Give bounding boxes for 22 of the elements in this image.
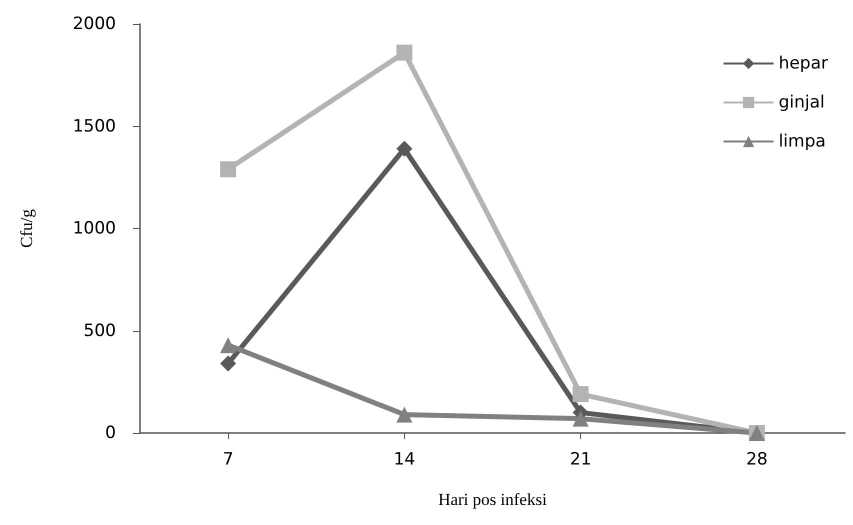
point (396, 140, 412, 157)
y-tick-label: 1000 (72, 218, 116, 238)
legend-label: ginjal (778, 92, 825, 112)
x-tick-label: 21 (570, 450, 592, 470)
y-tick-label: 500 (84, 320, 116, 341)
point (572, 410, 589, 427)
legend-label: hepar (778, 54, 828, 74)
point (220, 337, 236, 354)
legend-label: limpa (778, 132, 826, 152)
y-axis-title: Cfu/g (17, 208, 36, 248)
point (572, 386, 589, 402)
x-axis-title: Hari pos infeksi (438, 490, 548, 509)
point (220, 161, 236, 178)
x-tick-label: 28 (746, 450, 768, 470)
x-tick-label: 7 (222, 450, 234, 470)
point (220, 355, 236, 372)
y-tick-label: 1500 (72, 116, 116, 136)
point (396, 44, 412, 61)
y-tick-label: 2000 (72, 14, 116, 34)
point (396, 406, 412, 423)
x-tick-label: 14 (394, 450, 416, 470)
y-tick-label: 0 (105, 423, 116, 443)
